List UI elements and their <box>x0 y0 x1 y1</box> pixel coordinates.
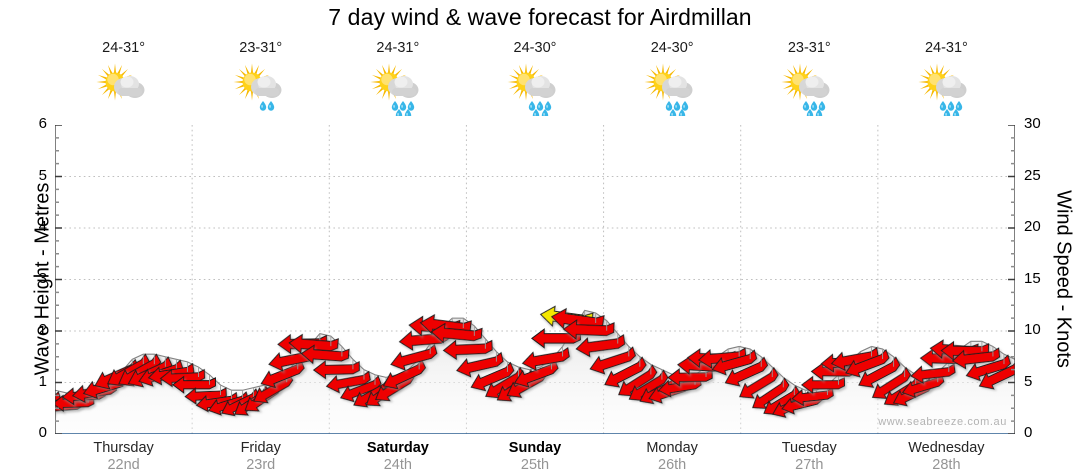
day-footer: Monday 26th <box>604 440 741 474</box>
day-header: 24-30° <box>604 38 741 120</box>
day-header: 24-31° <box>329 38 466 120</box>
day-date: 22nd <box>107 457 140 473</box>
day-temperature-range: 24-31° <box>102 40 146 56</box>
day-footer: Friday 23rd <box>192 440 329 474</box>
day-header-strip: 24-31° 23-31° 24-31° 24-30° 24-30° 23-31… <box>55 38 1015 120</box>
day-temperature-range: 24-30° <box>513 40 557 56</box>
day-date: 24th <box>383 457 412 473</box>
day-footer-strip: Thursday 22nd Friday 23rd Saturday 24th … <box>55 440 1015 474</box>
left-axis-tick-label: 5 <box>38 166 47 184</box>
day-header: 24-31° <box>878 38 1015 120</box>
day-temperature-range: 24-31° <box>924 40 968 56</box>
day-date: 28th <box>932 457 961 473</box>
day-date: 25th <box>520 457 550 473</box>
day-footer: Sunday 25th <box>466 440 603 474</box>
right-axis-title: Wind Speed - Knots <box>1052 190 1075 368</box>
sun-cloud-rain-icon <box>499 60 571 116</box>
right-axis-tick-label: 5 <box>1024 372 1033 390</box>
day-header: 23-31° <box>741 38 878 120</box>
sun-cloud-icon <box>88 60 160 116</box>
day-temperature-range: 24-31° <box>376 40 420 56</box>
left-axis-tick-label: 0 <box>38 424 47 441</box>
day-date: 26th <box>658 457 687 473</box>
day-name: Saturday <box>366 440 429 456</box>
right-axis-tick-label: 15 <box>1024 269 1041 287</box>
day-date: 23rd <box>246 457 276 473</box>
day-name: Tuesday <box>781 440 837 456</box>
sun-cloud-rain-icon <box>636 60 708 116</box>
day-date: 27th <box>795 457 824 473</box>
sun-cloud-light-rain-icon <box>225 60 297 116</box>
left-axis-tick-label: 3 <box>38 269 47 287</box>
right-axis-tick-label: 25 <box>1024 166 1041 184</box>
day-name: Friday <box>240 440 281 456</box>
day-footer: Tuesday 27th <box>741 440 878 474</box>
day-name: Wednesday <box>908 440 985 456</box>
right-axis-tick-label: 10 <box>1024 321 1041 338</box>
day-name: Thursday <box>93 440 154 456</box>
watermark: www.seabreeze.com.au <box>878 416 1007 428</box>
left-axis-tick-label: 2 <box>38 321 47 338</box>
day-header: 24-31° <box>55 38 192 120</box>
day-temperature-range: 23-31° <box>787 40 831 56</box>
day-temperature-range: 24-30° <box>650 40 694 56</box>
sun-cloud-rain-icon <box>910 60 982 116</box>
day-name: Sunday <box>508 440 562 456</box>
sun-cloud-rain-icon <box>362 60 434 116</box>
right-axis-tick-label: 30 <box>1024 115 1041 132</box>
day-footer: Saturday 24th <box>329 440 466 474</box>
left-axis-tick-label: 4 <box>38 218 47 235</box>
day-temperature-range: 23-31° <box>239 40 283 56</box>
forecast-plot <box>55 125 1015 434</box>
plot-area: www.seabreeze.com.au <box>55 125 1015 434</box>
sun-cloud-rain-icon <box>773 60 845 116</box>
left-axis-tick-label: 6 <box>38 115 47 132</box>
day-name: Monday <box>646 440 698 456</box>
right-axis-tick-label: 20 <box>1024 218 1041 235</box>
day-header: 24-30° <box>466 38 603 120</box>
right-axis-tick-label: 0 <box>1024 424 1033 441</box>
day-header: 23-31° <box>192 38 329 120</box>
day-footer: Wednesday 28th <box>878 440 1015 474</box>
left-axis-tick-label: 1 <box>38 372 47 390</box>
day-footer: Thursday 22nd <box>55 440 192 474</box>
page-title: 7 day wind & wave forecast for Airdmilla… <box>328 4 752 30</box>
